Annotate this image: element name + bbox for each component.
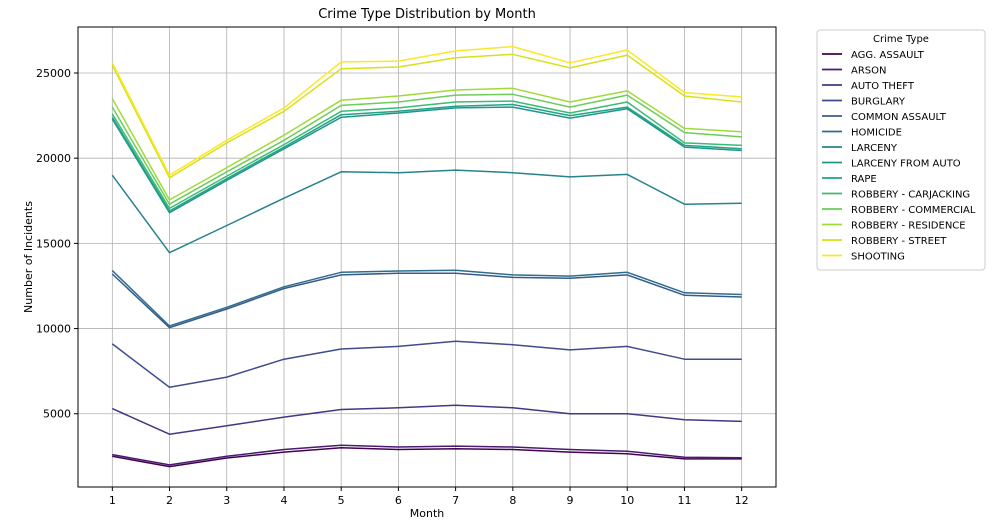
series-lines — [111, 45, 742, 468]
x-tick-label: 8 — [509, 494, 516, 507]
series-line-rape — [111, 103, 742, 212]
chart-title: Crime Type Distribution by Month — [318, 7, 536, 22]
y-tick-label: 20000 — [36, 152, 71, 165]
legend: Crime Type AGG. ASSAULT ARSON AUTO THEFT BU… — [816, 29, 986, 271]
series-line-robbery-carjacking — [111, 100, 742, 210]
series-line-agg-assault — [112, 447, 742, 468]
legend-frame — [816, 29, 986, 271]
legend-label-robbery-residence: ROBBERY - RESIDENCE — [851, 221, 966, 232]
x-tick-label: 9 — [567, 494, 574, 507]
legend-label-homicide: HOMICIDE — [851, 128, 902, 139]
y-tick-label: 10000 — [36, 323, 71, 336]
x-axis-title: Month — [410, 507, 445, 520]
series-line-robbery-commercial — [111, 93, 742, 205]
legend-label-robbery-commercial: ROBBERY - COMMERCIAL — [851, 205, 976, 216]
x-tick-label: 1 — [109, 494, 116, 507]
series-line-common-assault — [111, 272, 742, 329]
legend-label-rape: RAPE — [851, 174, 877, 185]
legend-label-robbery-carjacking: ROBBERY - CARJACKING — [851, 190, 970, 201]
x-axis-ticks: 1 2 3 4 5 6 7 8 9 10 11 12 — [109, 487, 749, 507]
series-line-auto-theft — [111, 404, 742, 435]
legend-label-larceny: LARCENY — [851, 143, 898, 154]
legend-label-robbery-street: ROBBERY - STREET — [851, 236, 947, 247]
series-line-burglary — [111, 340, 742, 389]
series-line-robbery-residence — [111, 87, 742, 201]
x-tick-label: 3 — [223, 494, 230, 507]
y-axis-ticks: 5000 10000 15000 20000 25000 — [36, 67, 78, 421]
x-tick-label: 2 — [166, 494, 173, 507]
y-tick-label: 25000 — [36, 67, 71, 80]
legend-label-auto-theft: AUTO THEFT — [851, 81, 915, 92]
series-line-larceny-from-auto — [111, 106, 742, 214]
series-line-homicide — [111, 269, 742, 327]
series-line-shooting — [111, 45, 742, 176]
plot-area-frame — [77, 26, 777, 488]
x-tick-label: 7 — [452, 494, 459, 507]
y-tick-label: 15000 — [36, 237, 71, 250]
series-line-arson — [112, 444, 742, 466]
legend-label-agg-assault: AGG. ASSAULT — [851, 50, 925, 61]
series-line-larceny — [111, 169, 742, 254]
x-tick-label: 10 — [620, 494, 634, 507]
x-tick-label: 4 — [280, 494, 287, 507]
legend-label-burglary: BURGLARY — [851, 97, 906, 108]
grid-lines — [78, 27, 776, 487]
legend-label-arson: ARSON — [851, 66, 887, 77]
legend-title: Crime Type — [873, 34, 929, 45]
x-tick-label: 11 — [677, 494, 691, 507]
x-tick-label: 5 — [338, 494, 345, 507]
legend-label-larceny-from-auto: LARCENY FROM AUTO — [851, 159, 961, 170]
y-tick-label: 5000 — [43, 408, 71, 421]
y-axis-title: Number of Incidents — [22, 201, 35, 313]
legend-label-common-assault: COMMON ASSAULT — [851, 112, 947, 123]
series-line-robbery-street — [111, 53, 742, 179]
x-tick-label: 6 — [395, 494, 402, 507]
legend-items: AGG. ASSAULT ARSON AUTO THEFT BURGLARY COMMO… — [822, 50, 976, 263]
x-tick-label: 12 — [735, 494, 749, 507]
legend-label-shooting: SHOOTING — [851, 252, 905, 263]
